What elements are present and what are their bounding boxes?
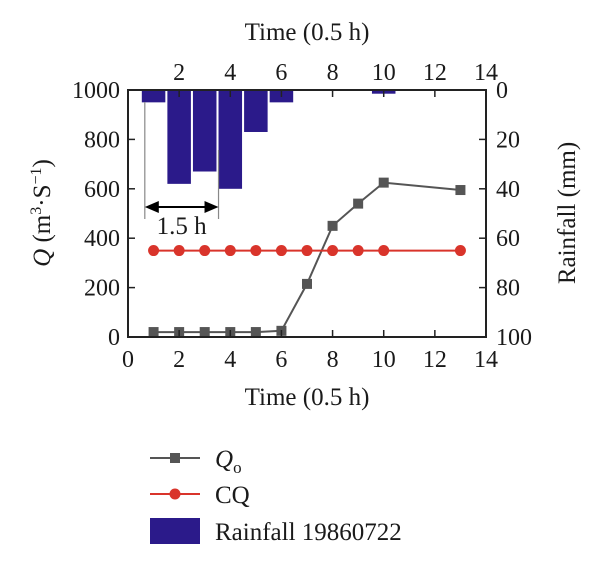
x-tick-label-top: 4 — [224, 60, 236, 86]
annotation-arrowhead-left — [144, 201, 159, 213]
x-tick-label-top: 8 — [327, 60, 339, 86]
qo-point — [250, 327, 261, 338]
qo-point — [455, 185, 466, 196]
legend: Qo CQ Rainfall 19860722 — [150, 446, 402, 546]
rainfall-bar — [167, 90, 191, 184]
x-tick-label-bottom: 2 — [173, 347, 185, 373]
y-tick-label-right: 80 — [496, 276, 520, 302]
x-tick-label-bottom: 12 — [423, 347, 447, 373]
x-tick-label-top: 2 — [173, 60, 185, 86]
y-tick-label-right: 40 — [496, 177, 520, 203]
legend-item-cq: CQ — [150, 482, 250, 509]
rainfall-bar — [192, 90, 217, 172]
y-tick-label-right: 100 — [496, 325, 532, 351]
cq-point — [378, 245, 390, 257]
series-lines — [148, 177, 466, 338]
x-tick-label-top: 12 — [423, 60, 447, 86]
y-tick-label-right: 60 — [496, 226, 520, 252]
y-axis-label-units: (m3·S−1) — [28, 159, 56, 249]
cq-point — [327, 245, 339, 257]
cq-point — [250, 245, 262, 257]
x-tick-label-bottom: 6 — [275, 347, 287, 373]
qo-point — [327, 220, 338, 231]
legend-label-cq: CQ — [215, 482, 250, 509]
legend-item-qo: Qo — [150, 446, 242, 477]
y-tick-label-right: 20 — [496, 127, 520, 153]
lag-annotation: 1.5 h — [144, 102, 220, 240]
x-tick-label-top: 10 — [372, 60, 396, 86]
qo-point — [302, 278, 312, 289]
tick-marks — [127, 89, 487, 338]
x-tick-label-bottom: 14 — [474, 347, 498, 373]
legend-marker-circle — [169, 488, 181, 500]
y-tick-label-left: 400 — [84, 226, 120, 252]
rainfall-bar — [218, 90, 243, 189]
qo-point — [199, 327, 210, 338]
cq-point — [275, 245, 287, 257]
legend-marker-square — [170, 453, 180, 463]
legend-label-rainfall: Rainfall 19860722 — [215, 519, 402, 546]
cq-point — [173, 245, 185, 257]
cq-point — [301, 245, 313, 257]
x-tick-label-bottom: 4 — [224, 347, 236, 373]
legend-label-qo: Qo — [215, 446, 242, 477]
qo-point — [353, 198, 364, 209]
y-axis-label-right: Rainfall (mm) — [554, 142, 581, 284]
y-axis-label-left: Q (m3·S−1) — [28, 159, 56, 267]
series-line-qo — [153, 181, 461, 334]
cq-point — [148, 245, 160, 257]
cq-point — [224, 245, 236, 257]
x-tick-label-bottom: 8 — [327, 347, 339, 373]
rainfall-bar — [141, 90, 166, 103]
cq-point — [454, 245, 466, 257]
qo-point — [378, 177, 389, 188]
annotation-arrowhead-right — [204, 201, 219, 213]
legend-label-qo-subscript: o — [233, 458, 242, 477]
y-tick-label-left: 600 — [84, 177, 120, 203]
plot-frame — [127, 89, 487, 338]
y-axis-label-symbol: Q — [29, 249, 56, 267]
x-tick-label-top: 6 — [275, 60, 287, 86]
rainfall-bars — [141, 90, 396, 189]
x-tick-label-bottom: 0 — [122, 347, 134, 373]
y-tick-label-left: 800 — [84, 127, 120, 153]
x-tick-label-top: 14 — [474, 60, 498, 86]
annotation-label: 1.5 h — [157, 213, 208, 240]
cq-point — [352, 245, 364, 257]
legend-item-rainfall: Rainfall 19860722 — [150, 518, 402, 546]
x-axis-label-top: Time (0.5 h) — [245, 19, 370, 46]
rainfall-bar — [244, 90, 268, 132]
y-tick-label-left: 0 — [108, 325, 120, 351]
x-tick-label-bottom: 10 — [372, 347, 396, 373]
y-tick-label-right: 0 — [496, 78, 508, 104]
y-tick-label-left: 1000 — [72, 78, 120, 104]
legend-swatch-rainfall — [150, 518, 200, 544]
x-axis-label-bottom: Time (0.5 h) — [245, 384, 370, 411]
cq-point — [199, 245, 211, 257]
axes — [127, 89, 487, 338]
legend-label-qo-name: Q — [215, 446, 233, 473]
y-tick-label-left: 200 — [84, 276, 120, 302]
qo-point — [148, 327, 159, 338]
